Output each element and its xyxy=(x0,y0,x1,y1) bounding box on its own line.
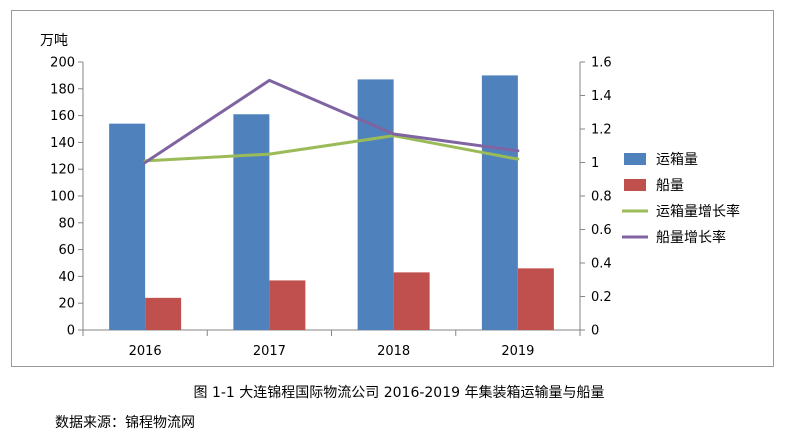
chart-svg: 0 20 40 60 80 100 120 140 160 180 200 0 0.2 0.4 0.6 0.8… xyxy=(40,33,740,359)
bar-船量 xyxy=(145,297,182,330)
left-tick-label: 160 xyxy=(50,109,75,124)
bar-运箱量 xyxy=(109,123,146,330)
legend-label: 运箱量增长率 xyxy=(656,203,740,220)
left-tick-label: 60 xyxy=(58,243,75,258)
legend-swatch xyxy=(624,153,646,165)
x-tick-label: 2017 xyxy=(253,344,286,359)
left-axis-unit: 万吨 xyxy=(40,33,68,49)
right-tick-label: 0.2 xyxy=(591,290,612,305)
left-tick-label: 140 xyxy=(50,136,75,151)
x-tick-label: 2018 xyxy=(377,344,410,359)
right-tick-label: 0.4 xyxy=(591,257,612,272)
figure-caption: 图 1-1 大连锦程国际物流公司 2016-2019 年集装箱运输量与船量 xyxy=(193,385,605,401)
line-运箱量增长率 xyxy=(143,134,520,163)
bar-船量 xyxy=(393,272,430,330)
bar-运箱量 xyxy=(357,79,394,330)
x-tick-label: 2019 xyxy=(501,344,534,359)
right-tick-label: 1.2 xyxy=(591,123,612,138)
left-tick-label: 0 xyxy=(67,324,75,339)
line-船量增长率 xyxy=(143,78,520,164)
bar-运箱量 xyxy=(481,75,518,331)
right-tick-label: 0.8 xyxy=(591,190,612,205)
right-tick-label: 0 xyxy=(591,324,599,339)
right-tick-label: 1.4 xyxy=(591,89,612,104)
legend-label: 船量增长率 xyxy=(656,229,726,246)
bar-运箱量 xyxy=(233,114,270,330)
left-tick-label: 40 xyxy=(58,270,75,285)
left-tick-label: 100 xyxy=(50,190,75,205)
chart-frame: 0 20 40 60 80 100 120 140 160 180 200 0 0.2 0.4 0.6 0.8… xyxy=(11,10,774,367)
x-tick-label: 2016 xyxy=(129,344,162,359)
bar-船量 xyxy=(517,268,554,330)
left-tick-label: 20 xyxy=(58,297,75,312)
right-tick-label: 0.6 xyxy=(591,223,612,238)
right-tick-label: 1.6 xyxy=(591,56,612,71)
left-tick-label: 200 xyxy=(50,56,75,71)
left-tick-label: 120 xyxy=(50,163,75,178)
right-tick-label: 1 xyxy=(591,156,599,171)
data-source-note: 数据来源：锦程物流网 xyxy=(55,415,195,431)
legend-label: 船量 xyxy=(656,178,684,194)
left-tick-label: 80 xyxy=(58,216,75,231)
bar-船量 xyxy=(269,280,306,330)
legend-label: 运箱量 xyxy=(656,152,698,168)
legend-swatch xyxy=(624,179,646,191)
left-tick-label: 180 xyxy=(50,82,75,97)
